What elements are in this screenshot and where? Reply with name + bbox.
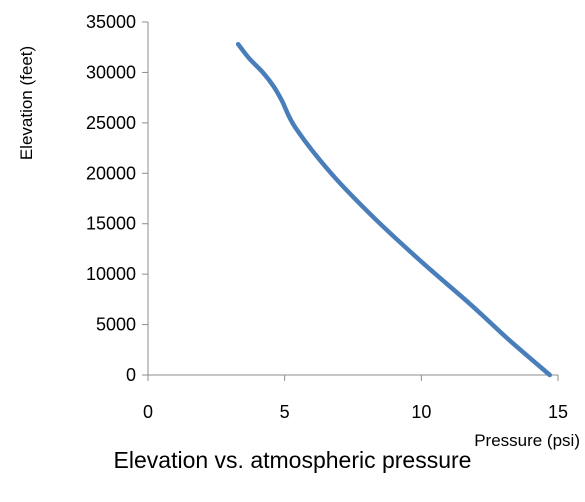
y-tick-label: 0 [126, 365, 136, 385]
y-tick-label: 30000 [86, 62, 136, 82]
y-axis-title: Elevation (feet) [17, 46, 36, 160]
x-axis: 0 5 10 15 [143, 374, 568, 422]
x-tick-label: 10 [411, 402, 431, 422]
x-tick-label: 0 [143, 402, 153, 422]
x-tick-label: 5 [280, 402, 290, 422]
y-tick-label: 20000 [86, 163, 136, 183]
y-tick-label: 25000 [86, 113, 136, 133]
y-tick-label: 5000 [96, 315, 136, 335]
y-tick-label: 10000 [86, 264, 136, 284]
y-axis: 0 5000 10000 15000 20000 25000 30000 35000 [86, 12, 149, 385]
x-tick-label: 15 [548, 402, 568, 422]
y-tick-label: 15000 [86, 214, 136, 234]
series-line-0 [235, 41, 553, 378]
x-axis-title: Pressure (psi) [474, 431, 580, 450]
y-tick-label: 35000 [86, 12, 136, 32]
chart-caption: Elevation vs. atmospheric pressure [113, 447, 472, 473]
plot-area [235, 41, 553, 378]
